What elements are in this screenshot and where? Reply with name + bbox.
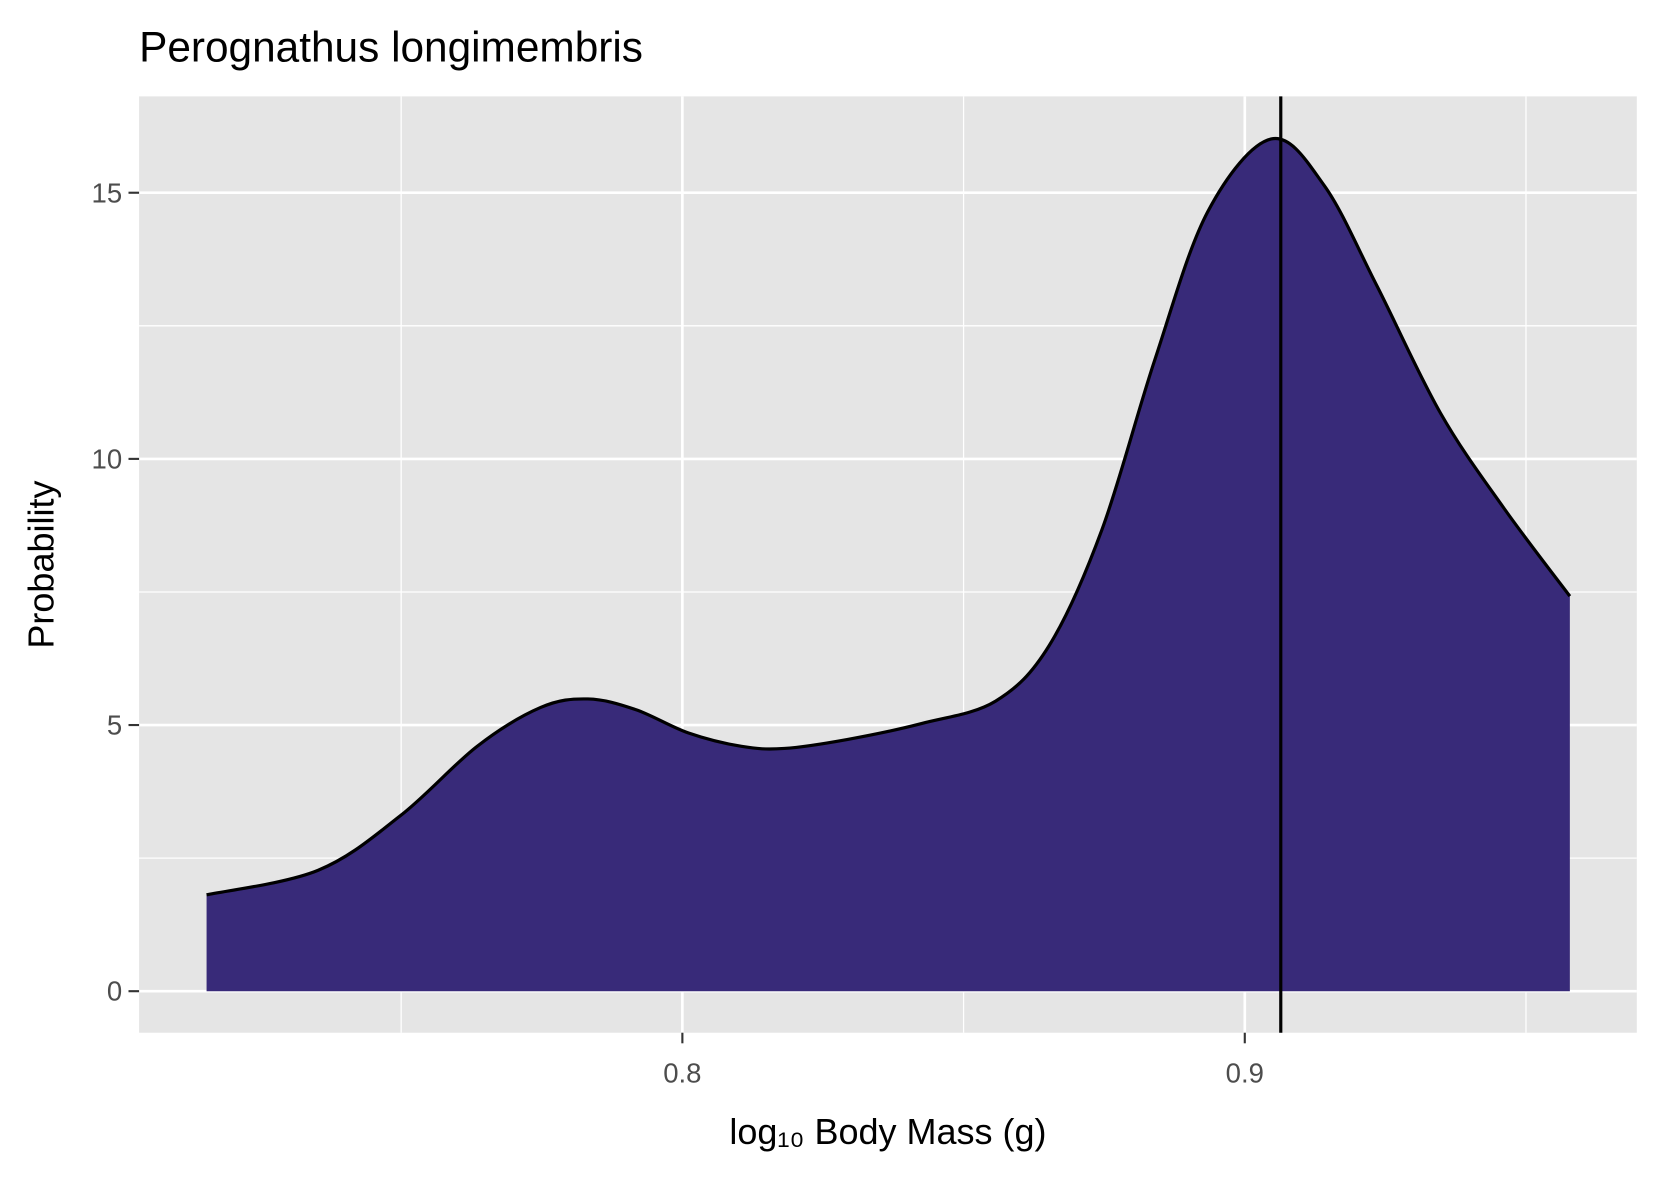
density-area (206, 138, 1570, 992)
density-line (206, 136, 1572, 897)
x-tick-label: 0.8 (663, 1057, 701, 1088)
y-tick-label: 10 (92, 443, 123, 474)
chart-title: Perognathus longimembris (139, 23, 643, 70)
x-axis-label: log₁₀ Body Mass (g) (729, 1111, 1046, 1152)
y-axis-label: Probability (20, 481, 61, 649)
y-tick-label: 5 (107, 710, 122, 741)
y-tick-label: 0 (107, 976, 122, 1007)
y-tick-label: 15 (92, 177, 123, 208)
x-tick-label: 0.9 (1226, 1057, 1264, 1088)
